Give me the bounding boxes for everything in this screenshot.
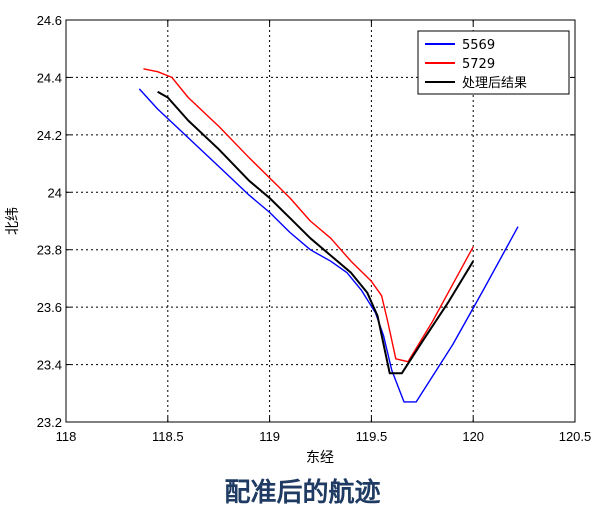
figure-caption: 配准后的航迹 bbox=[224, 478, 381, 508]
x-tick-label: 120.5 bbox=[559, 429, 592, 444]
y-tick-label: 23.8 bbox=[37, 243, 62, 258]
x-tick-label: 118 bbox=[56, 429, 77, 444]
plot-frame bbox=[65, 19, 576, 423]
y-tick-label: 23.2 bbox=[37, 415, 62, 430]
legend-entry: 处理后结果 bbox=[462, 76, 527, 91]
x-tick-label: 119 bbox=[259, 429, 280, 444]
series-line-5729 bbox=[143, 68, 474, 363]
x-tick-label: 118.5 bbox=[152, 429, 184, 444]
y-tick-label: 24.4 bbox=[37, 70, 62, 85]
x-tick-label: 119.5 bbox=[356, 429, 388, 444]
series-line-5569 bbox=[138, 88, 519, 403]
series-lines bbox=[138, 68, 519, 403]
y-tick-label: 24.6 bbox=[37, 13, 62, 28]
y-tick-label: 23.4 bbox=[37, 358, 62, 373]
axis-ticks: 118 118.5 119 119.5 120 120.5 23.2 23.4 23.6 23.8… bbox=[37, 13, 592, 444]
legend: 5569 5729 处理后结果 bbox=[417, 30, 570, 95]
series-line-处理后结果 bbox=[157, 90, 475, 375]
x-axis-label: 东经 bbox=[306, 450, 334, 466]
y-tick-label: 24 bbox=[48, 185, 62, 200]
y-axis-label: 北纬 bbox=[5, 207, 21, 235]
y-tick-label: 24.2 bbox=[37, 128, 62, 143]
y-tick-label: 23.6 bbox=[37, 300, 62, 315]
x-tick-label: 120 bbox=[462, 429, 484, 444]
legend-entry: 5569 bbox=[462, 38, 495, 53]
legend-entry: 5729 bbox=[462, 57, 495, 72]
